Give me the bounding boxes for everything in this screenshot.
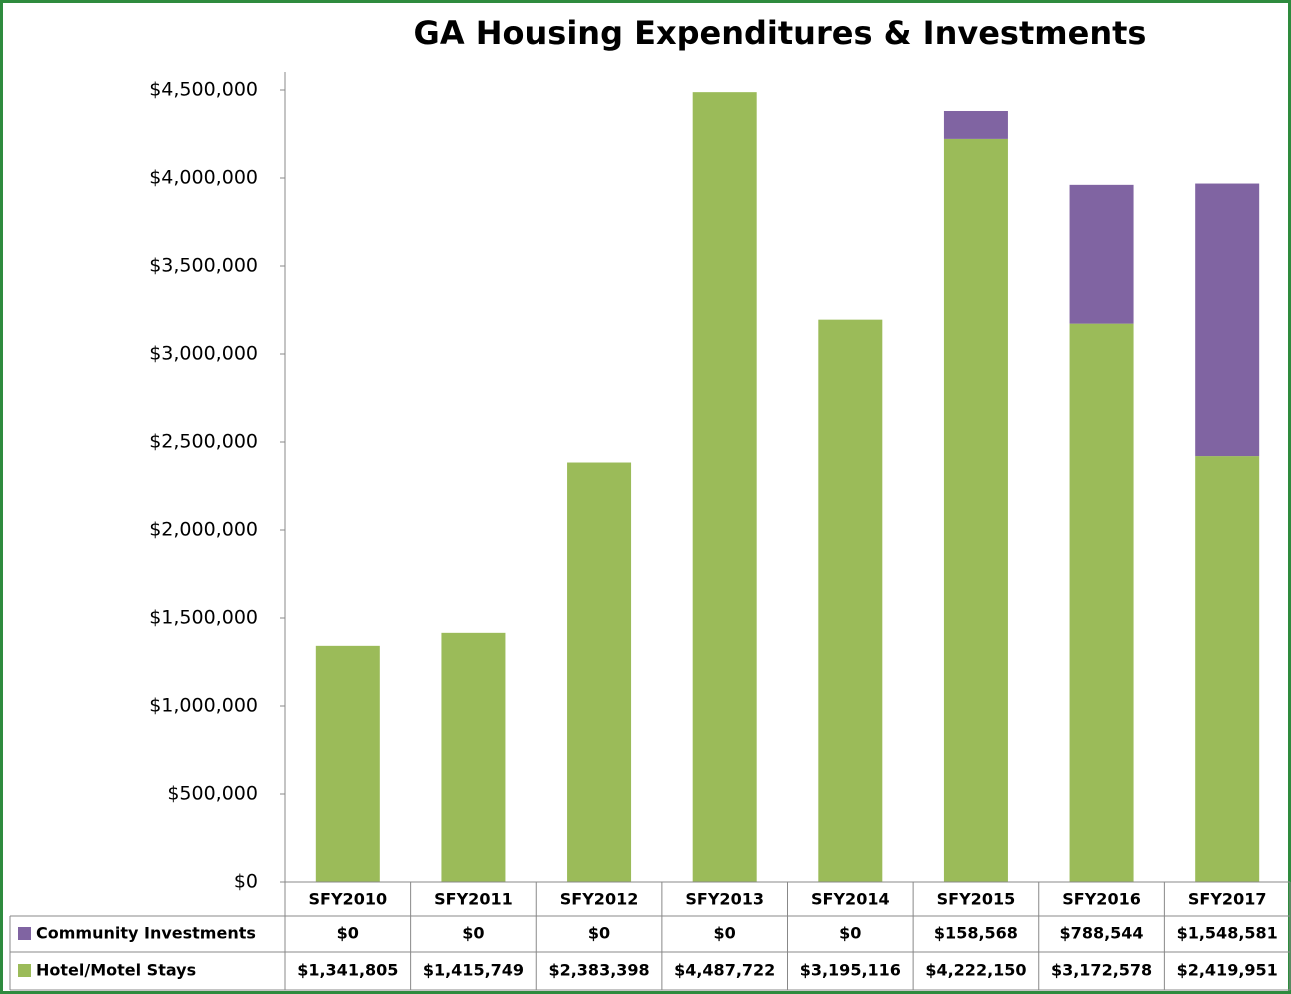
y-tick-label: $500,000 bbox=[167, 783, 258, 805]
y-tick-label: $1,000,000 bbox=[149, 695, 258, 717]
bar-segment bbox=[1069, 323, 1134, 882]
bar-segment bbox=[315, 645, 380, 882]
y-tick-label: $3,000,000 bbox=[149, 343, 258, 365]
data-label: $0 bbox=[462, 924, 484, 943]
legend-label: Community Investments bbox=[36, 924, 256, 943]
y-tick-label: $0 bbox=[234, 871, 258, 893]
data-label: $2,383,398 bbox=[548, 961, 649, 980]
data-label: $1,341,805 bbox=[297, 961, 398, 980]
bar-segment bbox=[1195, 183, 1260, 457]
data-label: $0 bbox=[588, 924, 610, 943]
legend-swatch bbox=[18, 964, 31, 977]
bar-segment bbox=[1069, 184, 1134, 324]
bar-segment bbox=[441, 632, 506, 882]
data-label: $0 bbox=[839, 924, 861, 943]
x-tick-label: SFY2011 bbox=[434, 890, 513, 909]
data-label: $0 bbox=[337, 924, 359, 943]
y-tick-label: $4,500,000 bbox=[149, 79, 258, 101]
y-tick-label: $2,500,000 bbox=[149, 431, 258, 453]
bar-segment bbox=[943, 110, 1008, 139]
data-label: $1,415,749 bbox=[423, 961, 524, 980]
bar-segment bbox=[692, 92, 757, 882]
bar-segment bbox=[818, 319, 883, 883]
legend-swatch bbox=[18, 927, 31, 940]
data-label: $0 bbox=[714, 924, 736, 943]
y-tick-label: $2,000,000 bbox=[149, 519, 258, 541]
x-tick-label: SFY2010 bbox=[309, 890, 388, 909]
x-tick-label: SFY2015 bbox=[937, 890, 1016, 909]
bar-segment bbox=[1195, 456, 1260, 882]
bar-segment bbox=[567, 462, 632, 882]
legend-label: Hotel/Motel Stays bbox=[36, 961, 196, 980]
x-tick-label: SFY2012 bbox=[560, 890, 639, 909]
data-label: $1,548,581 bbox=[1177, 924, 1278, 943]
data-label: $4,222,150 bbox=[925, 961, 1026, 980]
data-label: $3,172,578 bbox=[1051, 961, 1152, 980]
chart-title: GA Housing Expenditures & Investments bbox=[414, 14, 1147, 52]
bar-segment bbox=[943, 138, 1008, 882]
y-tick-label: $1,500,000 bbox=[149, 607, 258, 629]
x-tick-label: SFY2017 bbox=[1188, 890, 1267, 909]
x-tick-label: SFY2013 bbox=[685, 890, 764, 909]
data-label: $4,487,722 bbox=[674, 961, 775, 980]
x-tick-label: SFY2014 bbox=[811, 890, 890, 909]
y-tick-label: $4,000,000 bbox=[149, 167, 258, 189]
data-label: $2,419,951 bbox=[1177, 961, 1278, 980]
data-label: $788,544 bbox=[1060, 924, 1144, 943]
y-tick-label: $3,500,000 bbox=[149, 255, 258, 277]
x-tick-label: SFY2016 bbox=[1062, 890, 1141, 909]
data-label: $158,568 bbox=[934, 924, 1018, 943]
data-label: $3,195,116 bbox=[800, 961, 901, 980]
